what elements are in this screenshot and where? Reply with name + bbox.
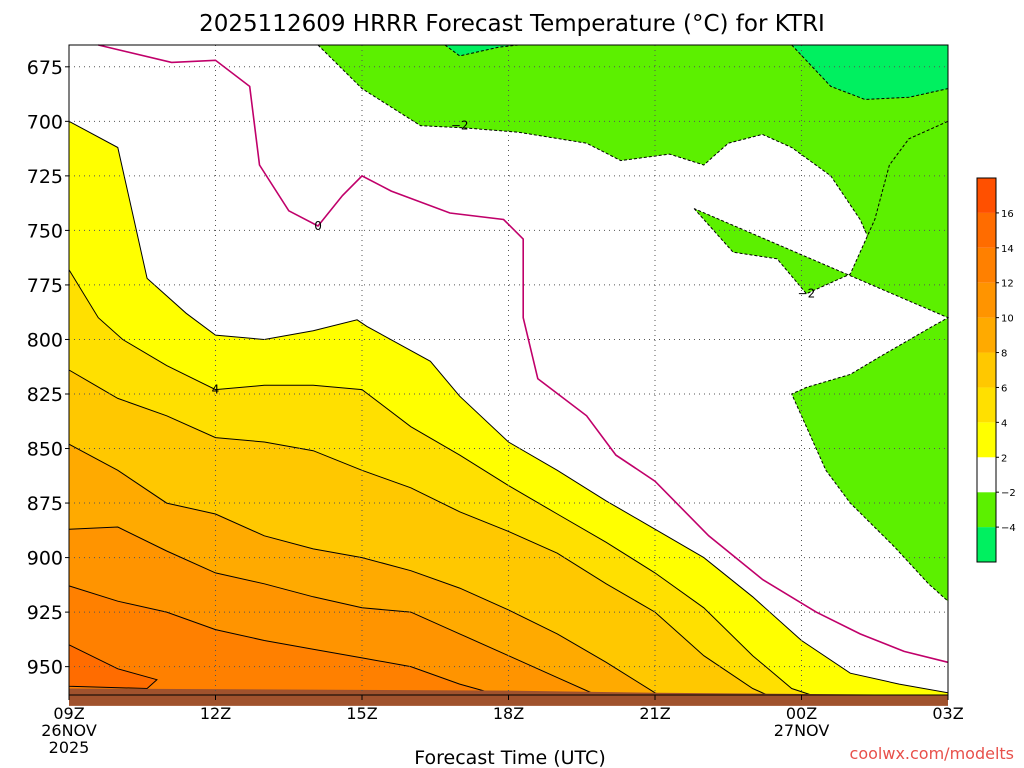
colorbar-swatch: [977, 492, 996, 528]
cold-region-east: [693, 120, 950, 603]
contour-label: −2: [451, 119, 469, 133]
colorbar-tick-label: −4: [1001, 523, 1016, 534]
y-tick-label: 775: [27, 275, 63, 297]
freezing-line: [98, 44, 949, 664]
y-tick-label: 900: [27, 548, 63, 570]
y-tick-label: 950: [27, 657, 63, 679]
x-tick-label: 09Z: [53, 704, 84, 723]
contour-label: 4: [212, 383, 220, 397]
x-axis-label: Forecast Time (UTC): [414, 747, 605, 768]
plot-area: 0 −2 −2 4: [68, 44, 950, 706]
colorbar-tick-label: 4: [1001, 418, 1007, 429]
y-tick-label: 675: [27, 57, 63, 79]
y-tick-label: 875: [27, 493, 63, 515]
colorbar-frame: [976, 177, 997, 563]
x-tick-date: 26NOV: [41, 721, 97, 740]
x-tick-year: 2025: [49, 738, 90, 757]
y-tick-label: 750: [27, 220, 63, 242]
colorbar-legend: −4 −2 2 4 6 8 10 12 14 16: [976, 177, 1016, 563]
colorbar-swatch: [977, 457, 996, 493]
x-tick-label: 03Z: [932, 704, 963, 723]
colorbar-swatch: [977, 387, 996, 423]
y-tick-label: 925: [27, 602, 63, 624]
colorbar-tick-label: 6: [1001, 383, 1007, 394]
colorbar-swatch: [977, 527, 996, 562]
y-tick-label: 700: [27, 111, 63, 133]
x-tick-label: 18Z: [493, 704, 524, 723]
colorbar-tick-label: 12: [1001, 279, 1014, 290]
colorbar-tick-label: 14: [1001, 244, 1014, 255]
contour-label: −2: [798, 287, 816, 301]
colorbar-swatch: [977, 212, 996, 248]
y-tick-label: 850: [27, 439, 63, 461]
x-tick-label: 00Z: [786, 704, 817, 723]
colorbar-swatch: [977, 352, 996, 388]
colorbar-tick-label: 16: [1001, 209, 1014, 220]
x-tick-label: 15Z: [346, 704, 377, 723]
source-credit: coolwx.com/modelts: [850, 744, 1014, 763]
colorbar-tick-label: −2: [1001, 488, 1016, 499]
chart-title: 2025112609 HRRR Forecast Temperature (°C…: [199, 11, 825, 37]
x-tick-date: 27NOV: [774, 721, 830, 740]
x-tick-label: 12Z: [200, 704, 231, 723]
x-tick-label: 21Z: [639, 704, 670, 723]
y-tick-label: 800: [27, 329, 63, 351]
colorbar-swatch: [977, 317, 996, 353]
y-tick-label: 725: [27, 166, 63, 188]
colorbar-tick-label: 2: [1001, 453, 1007, 464]
contour-label: 0: [314, 219, 322, 233]
colorbar-swatch: [977, 282, 996, 318]
y-axis: 675 700 725 750 775 800 825 850 875 900 925 950: [27, 57, 69, 679]
colorbar-tick-label: 10: [1001, 314, 1014, 325]
y-tick-label: 825: [27, 384, 63, 406]
colorbar-swatch: [977, 247, 996, 283]
colorbar-swatch: [977, 422, 996, 458]
colorbar-swatch: [977, 178, 996, 213]
colorbar-tick-label: 8: [1001, 349, 1007, 360]
